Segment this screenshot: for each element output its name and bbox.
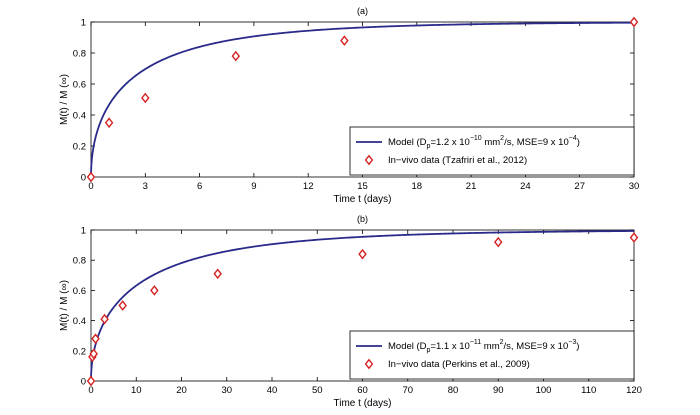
legend-box (349, 330, 635, 380)
data-point (358, 248, 367, 260)
data-point (86, 171, 96, 183)
legend-model-label: Model (Dp=1.1 x 10−11 mm2/s, MSE=9 x 10−… (388, 339, 579, 354)
x-tick-label: 12 (303, 181, 314, 192)
x-tick-label: 20 (176, 385, 187, 396)
legend-data-marker (364, 358, 374, 370)
model-curve (90, 21, 635, 177)
data-point (86, 375, 96, 387)
y-tick-label: 0 (81, 173, 86, 184)
data-point (104, 117, 114, 129)
x-tick-label: 6 (197, 181, 202, 192)
x-tick-label: 15 (357, 181, 368, 192)
data-point (629, 232, 639, 243)
x-tick-label: 120 (626, 385, 642, 396)
x-tick-label: 90 (493, 385, 504, 396)
x-tick-label: 30 (221, 385, 232, 396)
data-point (213, 268, 222, 280)
y-tick-label: 0.6 (73, 286, 86, 297)
y-axis-label: M(t) / M (∞) (59, 74, 70, 125)
panel-a: (a) 0 3 6 9 12 15 18 21 24 27 30 0 0.2 0.4 0.6 0.8 1 Time … (59, 6, 639, 205)
y-tick-label: 0.8 (73, 49, 86, 60)
legend-data-label: In−vivo data (Perkins et al., 2009) (388, 359, 530, 370)
x-axis-label: Time t (days) (334, 194, 392, 205)
legend-data-label: In−vivo data (Tzafriri et al., 2012) (388, 155, 527, 166)
data-point (231, 50, 241, 62)
y-tick-label: 0.4 (73, 316, 86, 327)
y-tick-label: 1 (81, 18, 86, 29)
x-tick-label: 30 (629, 181, 640, 192)
data-point (150, 285, 159, 296)
data-point (91, 333, 100, 345)
x-tick-label: 40 (267, 385, 278, 396)
data-point (629, 16, 639, 28)
y-tick-label: 0.8 (73, 256, 86, 267)
y-tick-label: 1 (81, 226, 86, 237)
x-tick-label: 21 (466, 181, 477, 192)
x-tick-label: 10 (131, 385, 142, 396)
data-point (340, 35, 349, 46)
x-tick-label: 100 (536, 385, 552, 396)
y-axis-label: M(t) / M (∞) (59, 280, 70, 331)
data-point (493, 236, 503, 248)
data-point (141, 92, 150, 104)
x-tick-label: 110 (581, 385, 596, 396)
panel-label: (a) (357, 6, 368, 16)
y-tick-label: 0 (81, 377, 86, 388)
x-tick-label: 3 (143, 181, 148, 192)
data-point (118, 300, 127, 311)
x-tick-label: 50 (312, 385, 323, 396)
y-tick-label: 0.2 (73, 142, 86, 153)
y-tick-label: 0.2 (73, 346, 86, 357)
x-tick-label: 24 (520, 181, 531, 192)
legend-data-marker (364, 154, 374, 166)
x-tick-label: 70 (402, 385, 413, 396)
x-tick-label: 0 (88, 385, 93, 396)
data-point (100, 313, 109, 325)
y-tick-label: 0.6 (73, 80, 86, 91)
panel-label: (b) (357, 214, 368, 224)
x-tick-label: 9 (251, 181, 256, 192)
x-tick-label: 80 (448, 385, 459, 396)
y-tick-label: 0.4 (73, 111, 86, 122)
legend-box (349, 126, 635, 176)
x-tick-label: 60 (357, 385, 368, 396)
x-tick-label: 0 (88, 181, 93, 192)
x-axis-label: Time t (days) (334, 398, 392, 409)
legend-model-label: Model (Dp=1.2 x 10−10 mm2/s, MSE=9 x 10−… (388, 135, 580, 150)
panel-b: (b) 0 10 20 30 40 50 60 70 80 90 100 110 120 0 0.2 0.4 0.… (59, 214, 642, 409)
x-tick-label: 18 (412, 181, 423, 192)
data-point (89, 348, 98, 360)
x-tick-label: 27 (574, 181, 585, 192)
